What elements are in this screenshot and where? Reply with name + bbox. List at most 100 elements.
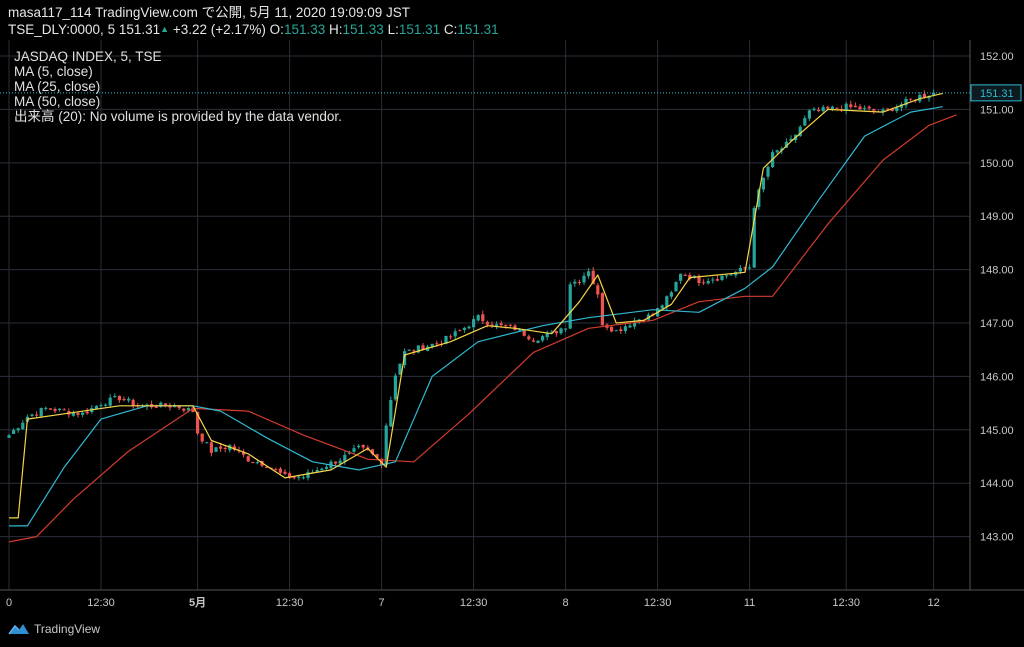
candle-body [104,404,108,406]
candle-body [58,408,62,411]
candle-body [545,332,549,338]
candle-body [761,177,765,190]
candle-body [522,329,526,336]
candle-body [62,409,66,411]
candle-body [458,330,462,332]
high-label: H: [329,22,343,37]
candle-body [582,275,586,283]
candle-body [619,329,623,332]
candle-body [807,110,811,119]
candle-body [499,323,503,326]
candle-body [472,319,476,328]
candle-body [554,331,558,334]
candle-body [527,336,531,340]
candle-body [784,141,788,148]
candle-body [412,350,416,352]
x-tick-label: 12:30 [276,597,304,609]
legend-ma5[interactable]: MA (5, close) [14,64,93,79]
candle-body [306,472,310,478]
candle-body [490,324,494,326]
candle-body [844,103,848,111]
footer-brand[interactable]: TradingView [8,622,100,636]
last-price: 151.31 [118,22,161,37]
candle-body [53,409,57,412]
candle-body [835,107,839,109]
candle-body [504,324,508,326]
legend-ma25[interactable]: MA (25, close) [14,79,101,94]
candle-body [895,106,899,112]
candle-body [573,281,577,284]
candle-body [812,108,816,111]
candle-body [798,126,802,136]
candle-body [738,267,742,272]
candle-body [674,282,678,292]
candle-body [849,104,853,108]
candle-body [117,395,121,401]
candle-body [205,442,209,444]
open-label: O: [269,22,284,37]
y-tick-label: 146.00 [980,371,1014,383]
candle-body [702,282,706,284]
candle-body [324,466,328,469]
candle-body [242,451,246,455]
candle-body [421,345,425,351]
candle-body [159,402,163,407]
candle-body [628,325,632,328]
candle-body [196,412,200,434]
candle-body [596,285,600,295]
candle-body [320,468,324,471]
high-value: 151.33 [342,22,384,37]
candle-body [821,106,825,112]
x-tick-label: 12:30 [644,597,672,609]
x-tick-label: 7 [379,597,385,609]
candle-body [697,275,701,283]
candle-body [384,425,388,465]
plot-area[interactable] [0,40,970,590]
candle-body [39,408,43,417]
candle-body [301,477,305,479]
publish-info: masa117_114 TradingView.com で公開, 5月 11, … [8,5,410,20]
candle-body [623,326,627,332]
candle-body [748,267,752,269]
candle-body [743,267,747,269]
candle-body [12,430,16,434]
candle-body [453,331,457,337]
candle-body [338,460,342,464]
candle-body [209,442,213,453]
candle-body [214,447,218,452]
x-tick-label: 12 [927,597,939,609]
candle-body [361,444,365,448]
candle-body [186,408,190,411]
candle-body [863,107,867,109]
legend-ma50[interactable]: MA (50, close) [14,94,101,109]
candle-body [232,446,236,450]
candle-body [81,412,85,415]
candle-body [508,324,512,326]
candle-body [660,305,664,309]
symbol-label: TSE_DLY:0000, 5 [8,22,116,37]
x-tick-label: 11 [744,597,755,609]
candle-body [219,446,223,449]
candle-body [278,468,282,473]
candle-body [904,98,908,106]
candle-body [757,189,761,208]
candle-body [177,405,181,409]
y-tick-label: 150.00 [980,158,1014,170]
candle-body [182,408,186,411]
candle-body [255,462,259,464]
candle-body [577,282,581,284]
candle-body [16,428,20,431]
candle-body [407,349,411,351]
candle-body [600,293,604,326]
x-tick-label: 8 [563,597,569,609]
candle-body [591,270,595,285]
candle-body [200,433,204,442]
candle-body [48,408,52,410]
candle-body [803,118,807,126]
candle-body [122,398,126,401]
candle-body [389,400,393,427]
close-label: C: [443,22,458,37]
y-tick-label: 149.00 [980,211,1014,223]
candle-body [485,321,489,325]
